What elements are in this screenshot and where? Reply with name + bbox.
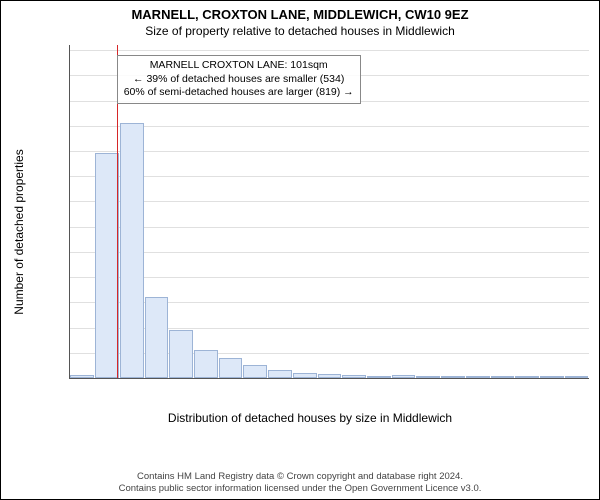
x-tick-mark [478,378,479,379]
x-tick-label: 162sqm [177,378,190,379]
bar [268,370,292,378]
x-tick-label: 191sqm [202,378,215,379]
bar [145,297,169,378]
annotation-larger: 60% of semi-detached houses are larger (… [124,86,354,100]
x-tick-mark [132,378,133,379]
y-tick-label: 250 [69,246,70,257]
x-tick-mark [305,378,306,379]
x-tick-label: 221sqm [227,378,240,379]
bar [194,350,218,378]
x-tick-mark [280,378,281,379]
x-tick-mark [428,378,429,379]
chart-title: MARNELL, CROXTON LANE, MIDDLEWICH, CW10 … [1,7,599,22]
x-tick-mark [552,378,553,379]
chart-container: MARNELL, CROXTON LANE, MIDDLEWICH, CW10 … [0,0,600,500]
y-tick-label: 300 [69,221,70,232]
x-tick-label: 279sqm [276,378,289,379]
x-tick-label: 513sqm [474,378,487,379]
y-tick-label: 100 [69,322,70,333]
gridline [70,378,589,379]
gridline [70,227,589,228]
y-tick-label: 200 [69,272,70,283]
x-tick-mark [404,378,405,379]
x-tick-label: 425sqm [400,378,413,379]
x-tick-label: 367sqm [350,378,363,379]
x-tick-mark [577,378,578,379]
x-tick-label: 543sqm [499,378,512,379]
y-tick-label: 600 [69,70,70,81]
y-tick-label: 350 [69,196,70,207]
y-tick-mark [69,378,70,379]
x-tick-label: 74sqm [103,378,116,379]
x-tick-mark [107,378,108,379]
footer-line-1: Contains HM Land Registry data © Crown c… [1,471,599,483]
chart-subtitle: Size of property relative to detached ho… [1,24,599,38]
bar [95,153,119,378]
bar [169,330,193,378]
x-tick-label: 45sqm [78,378,91,379]
y-axis-label: Number of detached properties [12,149,26,314]
x-tick-label: 309sqm [301,378,314,379]
x-tick-label: 133sqm [153,378,166,379]
x-tick-mark [181,378,182,379]
gridline [70,201,589,202]
x-tick-label: 338sqm [326,378,339,379]
x-tick-mark [255,378,256,379]
annotation-smaller: ← 39% of detached houses are smaller (53… [124,73,354,87]
gridline [70,277,589,278]
x-tick-mark [82,378,83,379]
x-tick-mark [453,378,454,379]
bar [120,123,144,378]
y-tick-label: 550 [69,95,70,106]
gridline [70,151,589,152]
y-tick-label: 150 [69,297,70,308]
chart-area: Number of detached properties 0501001502… [31,45,589,419]
gridline [70,126,589,127]
x-tick-label: 484sqm [449,378,462,379]
x-tick-mark [354,378,355,379]
y-tick-label: 500 [69,120,70,131]
x-tick-mark [231,378,232,379]
x-tick-label: 631sqm [573,378,586,379]
footer-line-2: Contains public sector information licen… [1,483,599,495]
x-tick-label: 250sqm [251,378,264,379]
x-tick-label: 601sqm [548,378,561,379]
y-tick-label: 650 [69,45,70,56]
y-tick-label: 400 [69,171,70,182]
gridline [70,50,589,51]
x-axis-label: Distribution of detached houses by size … [31,411,589,425]
x-tick-mark [206,378,207,379]
x-tick-mark [379,378,380,379]
y-tick-label: 50 [69,347,70,358]
gridline [70,252,589,253]
attribution-footer: Contains HM Land Registry data © Crown c… [1,471,599,495]
gridline [70,176,589,177]
x-tick-label: 396sqm [375,378,388,379]
x-tick-mark [527,378,528,379]
x-tick-mark [157,378,158,379]
x-tick-mark [330,378,331,379]
annotation-box: MARNELL CROXTON LANE: 101sqm← 39% of det… [117,55,361,104]
x-tick-label: 455sqm [424,378,437,379]
bar [219,358,243,378]
annotation-title: MARNELL CROXTON LANE: 101sqm [124,59,354,73]
x-tick-mark [503,378,504,379]
x-tick-label: 572sqm [523,378,536,379]
plot-area: 0501001502002503003504004505005506006504… [69,45,589,379]
x-tick-label: 104sqm [128,378,141,379]
y-tick-label: 450 [69,145,70,156]
bar [243,365,267,378]
